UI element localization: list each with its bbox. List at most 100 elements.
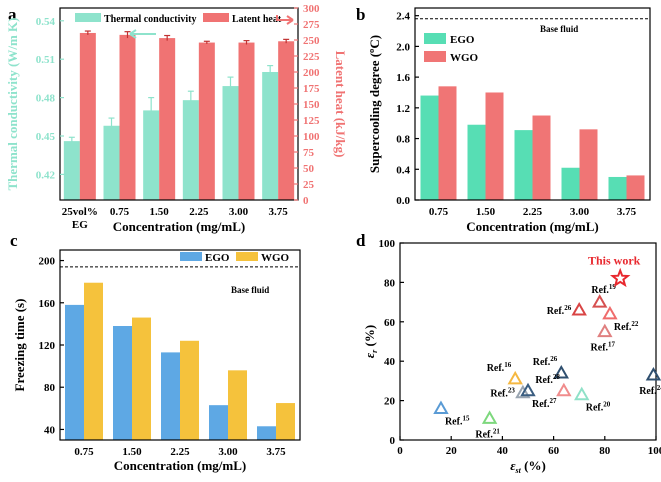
left-tick-label: 0.54 xyxy=(36,16,56,28)
triangle-marker xyxy=(433,400,449,414)
ref-label: Ref.22 xyxy=(614,320,639,333)
y-axis-title: εr (%) xyxy=(362,325,379,358)
triangle-marker xyxy=(597,323,613,338)
x-tick-label: 0 xyxy=(397,445,403,457)
right-tick-label: 250 xyxy=(303,35,320,47)
ref-label: Ref.19 xyxy=(591,283,616,296)
y-tick-label: 60 xyxy=(384,317,396,329)
ref-label: Ref.16 xyxy=(487,361,512,374)
y-tick-label: 0 xyxy=(390,435,396,447)
y-tick-label: 80 xyxy=(384,277,396,289)
left-tick-label: 0.42 xyxy=(36,169,56,181)
x-axis-title: Concentration (mg/mL) xyxy=(466,219,599,234)
left-axis-title: Thermal conductivity (W/m K) xyxy=(5,18,20,191)
y-tick-label: 0.4 xyxy=(396,164,410,176)
bar-wgo xyxy=(532,115,551,200)
x-tick-label: 20 xyxy=(446,445,458,457)
lh-bar xyxy=(278,41,295,200)
right-tick-label: 0 xyxy=(303,195,309,207)
tc-bar xyxy=(103,125,120,200)
triangle-marker xyxy=(481,410,498,424)
y-tick-label: 0.8 xyxy=(396,134,410,146)
y-tick-label: 20 xyxy=(384,396,396,408)
legend-swatch-wgo xyxy=(424,51,446,62)
left-tick-label: 0.45 xyxy=(36,131,56,143)
right-tick-label: 75 xyxy=(303,147,315,159)
legend-swatch-ego xyxy=(424,33,446,44)
x-tick-label: 100 xyxy=(648,445,661,457)
x-axis-title: Concentration (mg/mL) xyxy=(113,219,246,234)
right-tick-label: 275 xyxy=(303,19,320,31)
x-tick-label: 3.75 xyxy=(269,206,289,218)
triangle-marker xyxy=(515,384,531,399)
triangle-marker xyxy=(574,386,590,401)
plot-frame xyxy=(399,242,657,441)
y-tick-label: 200 xyxy=(39,256,56,268)
triangle-marker xyxy=(553,365,570,379)
bar-wgo xyxy=(438,86,457,200)
triangle-marker xyxy=(507,370,523,385)
right-tick-label: 50 xyxy=(303,163,315,175)
x-tick-label: 3.00 xyxy=(218,446,238,458)
triangle-marker xyxy=(602,305,618,320)
panel-c-letter: c xyxy=(10,231,18,250)
ref-label: Ref.23 xyxy=(490,387,515,400)
right-tick-label: 150 xyxy=(303,99,320,111)
x-axis-title: εst (%) xyxy=(510,458,546,475)
tc-bar xyxy=(182,100,199,200)
y-tick-label: 40 xyxy=(384,356,396,368)
right-tick-label: 100 xyxy=(303,131,320,143)
triangle-marker xyxy=(571,301,587,316)
x-tick-label: 80 xyxy=(599,445,611,457)
x-tick-label: EG xyxy=(72,219,88,231)
bar-wgo xyxy=(84,282,103,440)
x-tick-label: 3.75 xyxy=(266,446,286,458)
x-tick-label: 25vol% xyxy=(62,206,98,218)
x-tick-label: 1.50 xyxy=(476,206,496,218)
right-tick-label: 300 xyxy=(303,3,320,15)
legend-label-wgo: WGO xyxy=(450,52,479,64)
base-fluid-label: Base fluid xyxy=(231,285,269,295)
x-tick-label: 3.75 xyxy=(617,206,637,218)
tc-bar xyxy=(222,86,239,200)
bar-wgo xyxy=(228,370,247,440)
panel-a-letter: a xyxy=(8,5,17,24)
triangle-marker xyxy=(520,382,536,397)
bar-wgo xyxy=(485,92,504,200)
bar-wgo xyxy=(579,129,598,200)
lh-bar xyxy=(79,32,96,201)
panel-d-letter: d xyxy=(356,231,366,250)
ref-label: Ref.27 xyxy=(532,397,557,410)
x-tick-label: 60 xyxy=(548,445,560,457)
legend-swatch-tc xyxy=(75,13,101,22)
y-tick-label: 1.6 xyxy=(396,72,410,84)
bar-ego xyxy=(420,95,439,200)
x-tick-label: 0.75 xyxy=(74,446,94,458)
lh-bar xyxy=(198,42,215,201)
y-tick-label: 2.4 xyxy=(396,11,410,23)
bar-ego xyxy=(113,326,132,440)
bar-ego xyxy=(514,130,533,200)
ref-label: Ref.26 xyxy=(547,304,572,317)
ref-label: Ref.24 xyxy=(639,384,661,397)
left-tick-label: 0.51 xyxy=(36,54,55,66)
y-tick-label: 2.0 xyxy=(396,41,410,53)
bar-ego xyxy=(257,426,276,440)
y-axis-title: Supercooling degree (ºC) xyxy=(367,35,382,173)
y-tick-label: 160 xyxy=(39,298,56,310)
base-fluid-label: Base fluid xyxy=(540,24,578,34)
right-tick-label: 25 xyxy=(303,179,315,191)
right-tick-label: 200 xyxy=(303,67,320,79)
ref-label: Ref.21 xyxy=(475,427,500,440)
y-tick-label: 120 xyxy=(39,340,56,352)
right-tick-label: 125 xyxy=(303,115,320,127)
y-tick-label: 0.0 xyxy=(396,195,410,207)
bar-ego xyxy=(161,352,180,440)
x-tick-label: 3.00 xyxy=(570,206,590,218)
tc-bar xyxy=(143,110,160,200)
tc-bar xyxy=(63,141,80,200)
panel-b-letter: b xyxy=(356,5,365,24)
legend-label-tc: Thermal conductivity xyxy=(104,14,197,25)
panel-a-chart: 25vol%EG 0.75 1.50 2.25 3.00 3.75 0.42 0.45 0.48… xyxy=(5,3,348,234)
